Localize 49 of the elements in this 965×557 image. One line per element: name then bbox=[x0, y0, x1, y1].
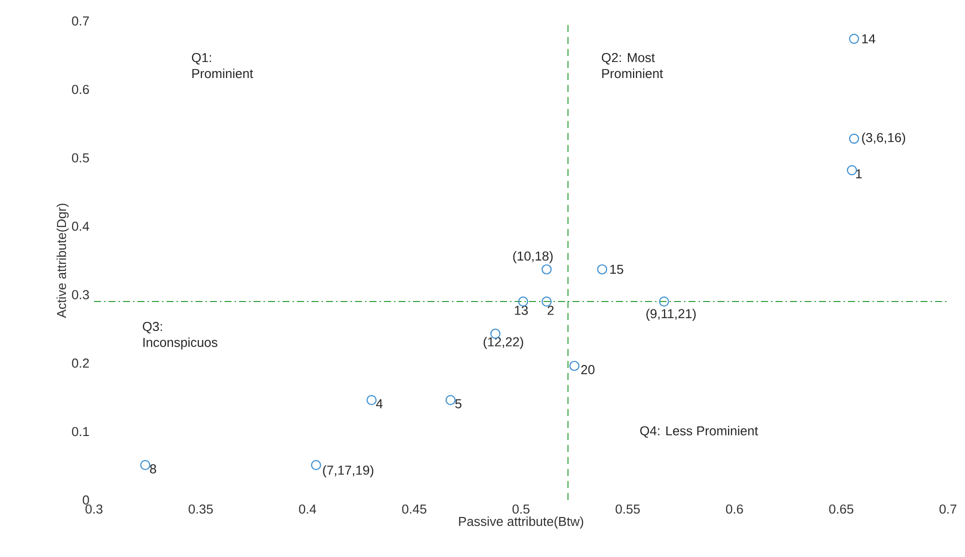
x-tick-label: 0.5 bbox=[512, 504, 530, 514]
y-tick-label: 0.3 bbox=[72, 290, 89, 300]
x-tick-label: 0.45 bbox=[402, 504, 426, 514]
y-tick-label: 0.6 bbox=[72, 84, 89, 94]
y-tick-label: 0.4 bbox=[72, 222, 90, 231]
point bbox=[846, 165, 857, 176]
point bbox=[849, 34, 860, 44]
point bbox=[140, 460, 150, 470]
x-tick-label: 0.6 bbox=[726, 504, 743, 514]
point bbox=[311, 460, 322, 470]
point bbox=[597, 264, 608, 274]
point bbox=[366, 395, 377, 406]
point bbox=[569, 360, 580, 371]
annotation: 5 bbox=[455, 399, 462, 408]
annotation: 4 bbox=[376, 399, 383, 408]
annotation: 20 bbox=[581, 365, 594, 374]
annotation: (3,6,16) bbox=[862, 132, 906, 145]
annotation: (7,17,19) bbox=[323, 465, 374, 478]
point bbox=[446, 395, 456, 406]
annotation: (12,22) bbox=[484, 336, 524, 349]
annotation: 14 bbox=[862, 34, 876, 44]
y-axis-title: Active attribute(Dgr) bbox=[56, 204, 69, 318]
x-axis-title: Passive attribute(Btw) bbox=[459, 516, 584, 529]
y-tick-label: 0.5 bbox=[72, 153, 89, 162]
annotation: Q1: Prominient bbox=[192, 52, 254, 78]
point bbox=[849, 134, 860, 144]
point bbox=[542, 296, 552, 307]
x-tick-label: 0.65 bbox=[829, 504, 854, 514]
x-tick-label: 0.55 bbox=[616, 504, 640, 514]
annotation: 1 bbox=[856, 169, 862, 178]
x-tick-label: 0.35 bbox=[188, 504, 213, 514]
x-tick-label: 0.4 bbox=[299, 504, 316, 514]
x-tick-label: 0.3 bbox=[86, 504, 102, 514]
annotation: 8 bbox=[150, 464, 156, 474]
annotation: Q2: Most Prominient bbox=[602, 52, 663, 78]
annotation: 15 bbox=[610, 264, 624, 274]
annotation: (10,18) bbox=[513, 251, 553, 264]
annotation: 2 bbox=[548, 306, 554, 315]
annotation: 13 bbox=[514, 306, 528, 315]
point bbox=[659, 296, 670, 307]
y-tick-label: 0 bbox=[82, 495, 89, 505]
annotation: (9,11,21) bbox=[646, 308, 696, 321]
y-tick-label: 0.2 bbox=[72, 358, 89, 368]
y-tick-label: 0.1 bbox=[72, 426, 89, 436]
y-tick-label: 0.7 bbox=[72, 16, 89, 26]
annotation: Q4: Less Prominient bbox=[640, 426, 758, 438]
x-tick-label: 0.7 bbox=[940, 504, 956, 514]
point bbox=[542, 264, 552, 274]
annotation: Q3: Inconspicuos bbox=[142, 322, 218, 350]
